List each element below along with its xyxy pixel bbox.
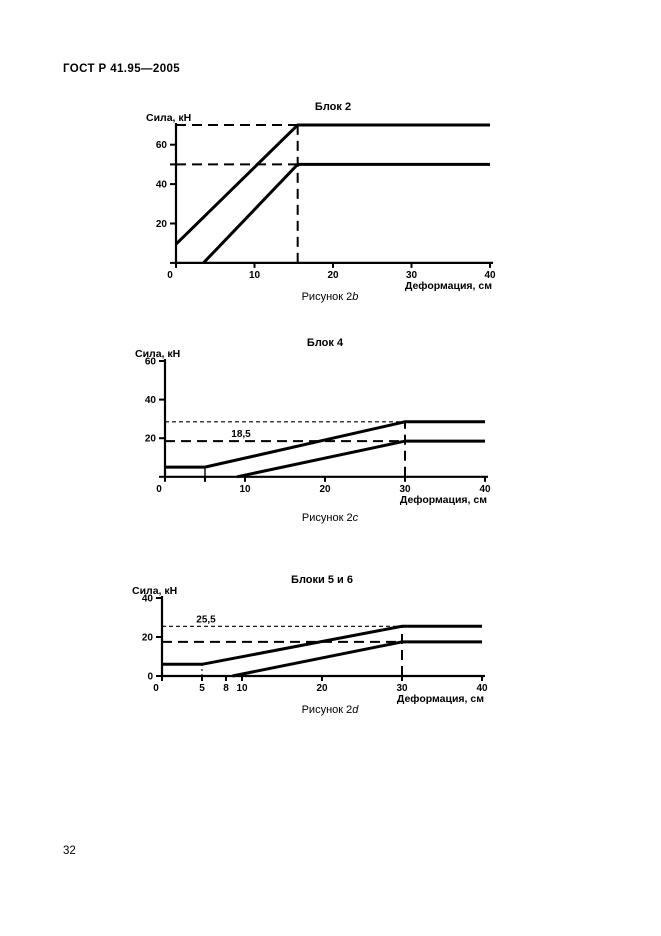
caption-text: Рисунок 2 xyxy=(301,704,353,716)
y-tick-label: 60 xyxy=(145,357,157,368)
y-axis-label: Сила, кН xyxy=(146,112,191,124)
x-tick-label: 40 xyxy=(484,270,496,281)
figure-caption-2b: Рисунок 2b xyxy=(230,291,430,303)
x-tick-label: 30 xyxy=(406,270,418,281)
x-axis-label: Деформация, см xyxy=(400,494,487,506)
chart-block-4: Блок 4 Сила, кН Деформация, см 20 40 60 0 10 20 3… xyxy=(129,326,499,509)
x-tick-label: 30 xyxy=(399,484,411,495)
chart-block-2: Блок 2 Сила, кН Деформация, см 20 40 60 0 10 20 3… xyxy=(140,95,504,295)
figure-caption-2d: Рисунок 2d xyxy=(230,704,430,716)
annotation-label: 18,5 xyxy=(231,429,251,440)
chart-title: Блок 2 xyxy=(315,101,351,113)
caption-letter: d xyxy=(352,704,359,716)
x-tick-label: 0 xyxy=(153,683,159,694)
x-tick-label: 5 xyxy=(199,683,205,694)
x-tick-label: 20 xyxy=(316,683,328,694)
y-axis-label: Сила, кН xyxy=(135,348,180,360)
series-upper-limit xyxy=(165,420,485,469)
x-tick-label: 0 xyxy=(156,484,162,495)
x-axis-label: Деформация, см xyxy=(397,693,484,705)
x-axis-label: Деформация, см xyxy=(405,280,492,292)
chart-title: Блоки 5 и 6 xyxy=(291,574,353,586)
x-tick-label: 20 xyxy=(319,484,331,495)
y-axis-label: Сила, кН xyxy=(132,585,177,597)
chart-figure: Блок 2 Сила, кН Деформация, см 20 40 60 0 10 20 3… xyxy=(146,101,496,292)
caption-text: Рисунок 2 xyxy=(301,291,353,303)
x-tick-label: 40 xyxy=(476,683,488,694)
x-tick-label: 10 xyxy=(236,683,248,694)
x-tick-label: 0 xyxy=(167,270,173,281)
series-upper-limit xyxy=(174,123,490,246)
y-tick-label: 40 xyxy=(156,180,168,191)
chart-figure: Блок 4 Сила, кН Деформация, см 20 40 60 0 10 20 3… xyxy=(135,337,491,506)
x-tick-label: 20 xyxy=(327,270,339,281)
x-tick-label: 10 xyxy=(239,484,251,495)
y-tick-label: 20 xyxy=(156,219,168,230)
x-tick-label: 40 xyxy=(479,484,491,495)
series-upper-limit xyxy=(162,624,482,666)
series-lower-limit xyxy=(202,162,490,264)
chart-figure: Блоки 5 и 6 Сила, кН Деформация, см 0 20 40 0 5… xyxy=(132,574,488,705)
annotation-label: 25,5 xyxy=(196,614,216,625)
y-tick-label: 40 xyxy=(142,594,154,605)
figure-caption-2c: Рисунок 2c xyxy=(230,512,430,524)
y-tick-label: 0 xyxy=(147,672,153,683)
chart-blocks-5-6: Блоки 5 и 6 Сила, кН Деформация, см 0 20 40 0 5… xyxy=(126,558,496,708)
y-tick-label: 20 xyxy=(142,633,154,644)
chart-title: Блок 4 xyxy=(307,337,344,349)
x-tick-label: 10 xyxy=(249,270,261,281)
document-header: ГОСТ Р 41.95—2005 xyxy=(63,63,181,75)
y-tick-label: 60 xyxy=(156,140,168,151)
series-lower-limit xyxy=(232,640,482,678)
y-tick-label: 20 xyxy=(145,434,157,445)
x-tick-label: 8 xyxy=(223,683,229,694)
caption-letter: c xyxy=(352,512,359,524)
y-tick-label: 40 xyxy=(145,395,157,406)
caption-text: Рисунок 2 xyxy=(301,512,353,524)
page-number: 32 xyxy=(63,845,76,857)
caption-letter: b xyxy=(352,291,359,303)
series-lower-limit xyxy=(236,439,485,479)
x-tick-label: 30 xyxy=(396,683,408,694)
